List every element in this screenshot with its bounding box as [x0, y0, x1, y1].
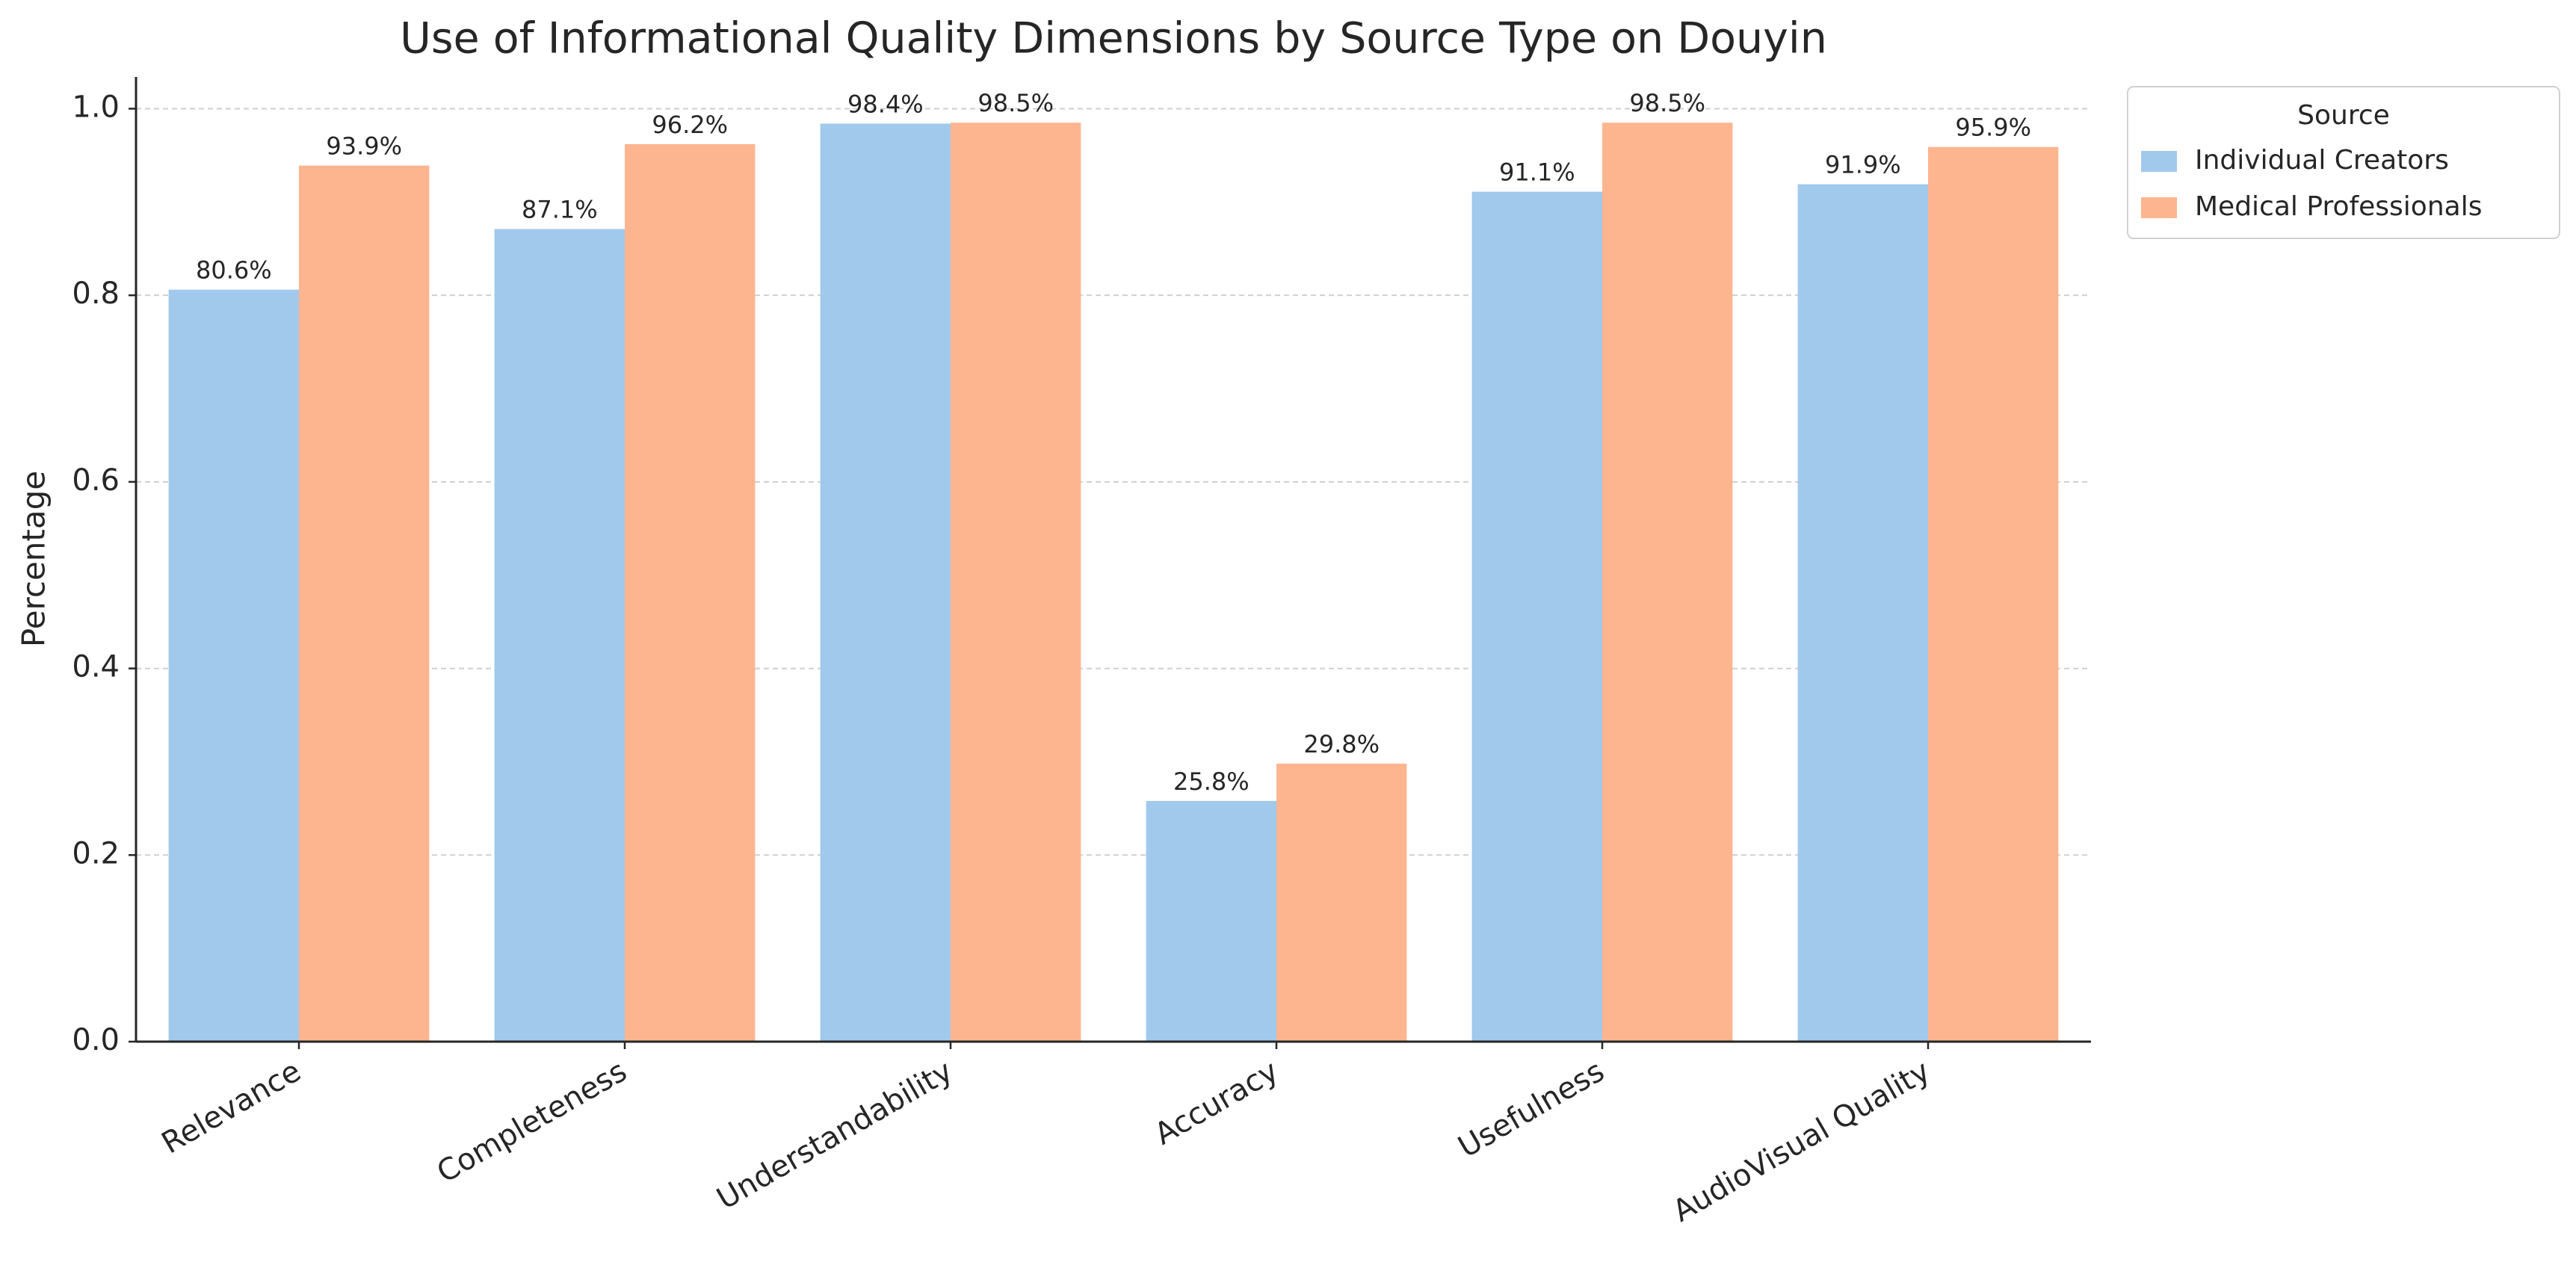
value-label: 91.1%	[1499, 158, 1575, 187]
value-label: 93.9%	[326, 132, 402, 161]
x-tick-label: AudioVisual Quality	[1667, 1054, 1936, 1228]
y-tick-label: 0.8	[72, 276, 120, 311]
x-tick-label: Accuracy	[1149, 1054, 1284, 1151]
bar	[1797, 184, 1928, 1042]
y-tick-label: 1.0	[72, 90, 120, 124]
value-label: 29.8%	[1303, 730, 1380, 758]
value-label: 96.2%	[652, 111, 728, 139]
bar	[168, 289, 299, 1042]
legend-box	[2127, 86, 2560, 239]
y-tick-label: 0.4	[72, 650, 120, 684]
y-tick-label: 0.6	[72, 463, 120, 498]
value-label: 25.8%	[1173, 767, 1250, 796]
x-tick-label: Relevance	[156, 1054, 307, 1160]
legend-label: Individual Creators	[2195, 145, 2449, 176]
bar	[1276, 763, 1407, 1042]
x-tick-label: Completeness	[431, 1054, 632, 1190]
value-label: 98.5%	[977, 89, 1054, 117]
bar	[494, 229, 625, 1042]
x-tick-label: Understandability	[711, 1054, 959, 1216]
legend-label: Medical Professionals	[2195, 191, 2482, 222]
value-label: 87.1%	[522, 196, 598, 224]
value-label: 80.6%	[196, 256, 272, 285]
legend-swatch	[2141, 151, 2177, 172]
bar	[1928, 146, 2059, 1042]
bar	[820, 123, 951, 1042]
bar	[1602, 123, 1733, 1042]
y-axis-label: Percentage	[16, 471, 52, 647]
bar	[1146, 800, 1276, 1042]
y-tick-label: 0.2	[72, 836, 120, 871]
x-tick-label: Usefulness	[1453, 1054, 1610, 1164]
bar	[951, 123, 1081, 1042]
legend-title: Source	[2297, 100, 2390, 131]
legend-swatch	[2141, 197, 2177, 218]
value-label: 98.5%	[1629, 89, 1705, 117]
value-label: 98.4%	[847, 90, 924, 118]
bar	[1471, 191, 1602, 1042]
bar	[625, 143, 756, 1042]
chart-title: Use of Informational Quality Dimensions …	[400, 14, 1827, 64]
bar	[299, 165, 430, 1042]
y-tick-label: 0.0	[72, 1023, 120, 1057]
value-label: 95.9%	[1955, 114, 2031, 142]
value-label: 91.9%	[1825, 151, 1901, 179]
